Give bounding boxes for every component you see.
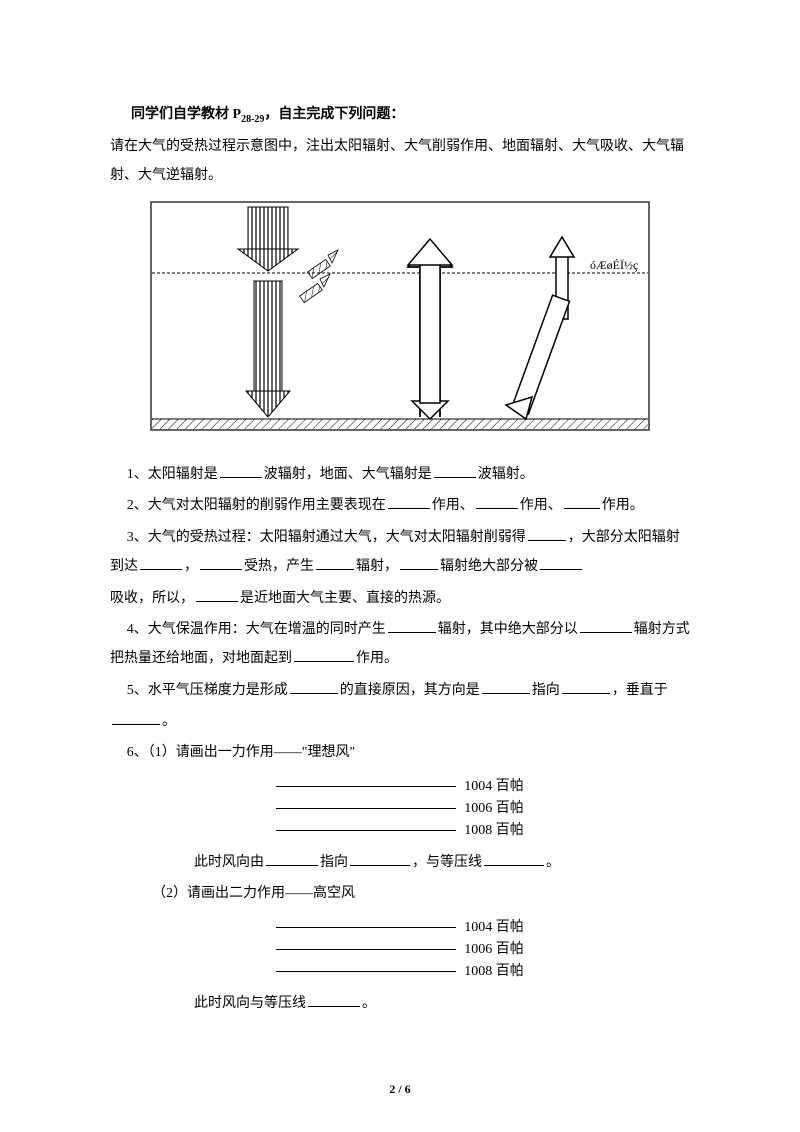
- q5-e: 。: [162, 714, 176, 729]
- q3-d: 受热，产生: [244, 559, 314, 574]
- blank[interactable]: [350, 852, 410, 866]
- section-title: 同学们自学教材 P28-29，自主完成下列问题：: [110, 100, 690, 130]
- q4-b: 辐射，其中绝大部分以: [438, 622, 578, 637]
- isobar-block-2: 1004 百帕 1006 百帕 1008 百帕: [110, 917, 690, 983]
- q3-e: 辐射，: [356, 559, 398, 574]
- blank[interactable]: [562, 680, 610, 694]
- ground-radiation-arrow: [408, 239, 452, 419]
- blank[interactable]: [528, 527, 566, 541]
- question-5: 5、水平气压梯度力是形成 的直接原因，其方向是 指向 ，垂直于: [110, 676, 690, 705]
- blank[interactable]: [482, 680, 530, 694]
- q61-b: 指向: [320, 855, 348, 870]
- blank[interactable]: [316, 556, 354, 570]
- back-radiation-arrow: [506, 295, 569, 419]
- blank[interactable]: [580, 619, 632, 633]
- blank[interactable]: [564, 495, 600, 509]
- isobar-line: [276, 971, 456, 972]
- isobar-block-1: 1004 百帕 1006 百帕 1008 百帕: [110, 776, 690, 842]
- q1-b: 波辐射，地面、大气辐射是: [264, 467, 432, 482]
- q5-a: 5、水平气压梯度力是形成: [127, 683, 288, 698]
- blank[interactable]: [388, 495, 430, 509]
- blank[interactable]: [540, 556, 582, 570]
- q5-c: 指向: [532, 683, 560, 698]
- title-prefix: 同学们自学教材 P: [131, 107, 241, 122]
- blank[interactable]: [476, 495, 518, 509]
- question-3b: 吸收，所以， 是近地面大气主要、直接的热源。: [110, 584, 690, 613]
- q62-a: 此时风向与等压线: [194, 996, 306, 1011]
- q5-b: 的直接原因，其方向是: [340, 683, 480, 698]
- isobar-line: [276, 949, 456, 950]
- question-1: 1、太阳辐射是 波辐射，地面、大气辐射是 波辐射。: [110, 460, 690, 489]
- q2-c: 作用、: [520, 498, 562, 513]
- title-pages: 28-29: [241, 114, 264, 125]
- q2-d: 作用。: [602, 498, 644, 513]
- isobar-row: 1004 百帕: [110, 776, 690, 798]
- q1-a: 1、太阳辐射是: [127, 467, 218, 482]
- question-4: 4、大气保温作用：大气在增温的同时产生辐射，其中绝大部分以辐射方式把热量还给地面…: [110, 615, 690, 674]
- q3-a: 3、大气的受热过程：太阳辐射通过大气，大气对太阳辐射削弱得: [127, 530, 526, 545]
- isobar-line: [276, 786, 456, 787]
- q3-c: ，: [184, 559, 198, 574]
- question-5b: 。: [110, 707, 690, 736]
- q2-b: 作用、: [432, 498, 474, 513]
- isobar-row: 1008 百帕: [110, 961, 690, 983]
- q62-b: 。: [362, 996, 376, 1011]
- isobar-label: 1008 百帕: [464, 816, 524, 845]
- question-6-2-ans: 此时风向与等压线 。: [110, 989, 690, 1018]
- heating-diagram: óÆøÉÏ½ç: [150, 201, 690, 442]
- blank[interactable]: [290, 680, 338, 694]
- q2-a: 2、大气对太阳辐射的削弱作用主要表现在: [127, 498, 386, 513]
- title-suffix: ，自主完成下列问题：: [264, 107, 404, 122]
- q5-d: ，垂直于: [612, 683, 668, 698]
- isobar-row: 1006 百帕: [110, 798, 690, 820]
- q3-g: 吸收，所以，: [110, 591, 194, 606]
- intro-text: 请在大气的受热过程示意图中，注出太阳辐射、大气削弱作用、地面辐射、大气吸收、大气…: [110, 132, 690, 191]
- blank[interactable]: [196, 588, 238, 602]
- blank[interactable]: [266, 852, 318, 866]
- isobar-row: 1006 百帕: [110, 939, 690, 961]
- isobar-row: 1004 百帕: [110, 917, 690, 939]
- question-6-1-ans: 此时风向由 指向 ，与等压线 。: [110, 848, 690, 877]
- isobar-line: [276, 830, 456, 831]
- q3-h: 是近地面大气主要、直接的热源。: [240, 591, 450, 606]
- question-3: 3、大气的受热过程：太阳辐射通过大气，大气对太阳辐射削弱得，大部分太阳辐射到达，…: [110, 523, 690, 582]
- blank[interactable]: [200, 556, 242, 570]
- isobar-label: 1008 百帕: [464, 957, 524, 986]
- blank[interactable]: [434, 464, 476, 478]
- q1-c: 波辐射。: [478, 467, 534, 482]
- q61-c: ，与等压线: [412, 855, 482, 870]
- blank[interactable]: [308, 993, 360, 1007]
- blank[interactable]: [400, 556, 438, 570]
- isobar-line: [276, 927, 456, 928]
- question-2: 2、大气对太阳辐射的削弱作用主要表现在 作用、 作用、 作用。: [110, 491, 690, 520]
- diagram-svg: óÆøÉÏ½ç: [150, 201, 650, 431]
- q61-a: 此时风向由: [194, 855, 264, 870]
- blank[interactable]: [220, 464, 262, 478]
- blank[interactable]: [388, 619, 436, 633]
- isobar-line: [276, 808, 456, 809]
- question-6-2: （2）请画出二力作用——高空风: [110, 879, 690, 908]
- q4-a: 4、大气保温作用：大气在增温的同时产生: [127, 622, 386, 637]
- solar-arrow-top: [238, 207, 298, 271]
- solar-arrow-bottom: [246, 281, 290, 417]
- reflect-arrow-2: [300, 274, 330, 303]
- q61-d: 。: [546, 855, 560, 870]
- isobar-row: 1008 百帕: [110, 820, 690, 842]
- q4-d: 作用。: [356, 651, 398, 666]
- boundary-label: óÆøÉÏ½ç: [590, 258, 638, 272]
- page-footer: 2 / 6: [0, 1077, 800, 1102]
- blank[interactable]: [484, 852, 544, 866]
- blank[interactable]: [112, 711, 160, 725]
- blank[interactable]: [140, 556, 182, 570]
- q3-f: 辐射绝大部分被: [440, 559, 538, 574]
- blank[interactable]: [294, 648, 354, 662]
- reflect-arrow-1: [308, 250, 338, 279]
- question-6-1: 6、（1）请画出一力作用——"理想风": [110, 738, 690, 767]
